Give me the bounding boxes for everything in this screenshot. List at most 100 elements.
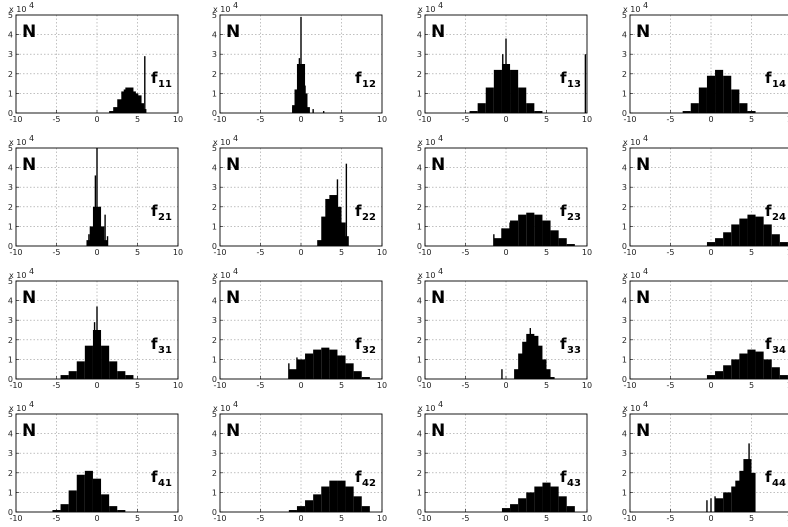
y-tick-label: 4 — [622, 430, 627, 439]
histogram-bar — [682, 111, 691, 113]
y-tick-label: 4 — [212, 297, 217, 306]
y-tick-label: 2 — [212, 70, 217, 79]
x-tick-label: -10 — [9, 248, 22, 257]
x-tick-label: -10 — [9, 381, 22, 390]
y-tick-label: 1 — [622, 488, 627, 497]
y-exponent: 4 — [438, 1, 443, 10]
histogram-bar — [117, 371, 126, 379]
histogram-bar — [526, 103, 535, 113]
histogram-bar — [723, 365, 732, 379]
x-tick-label: 0 — [298, 115, 303, 124]
histogram-bar — [138, 109, 147, 113]
x-tick-label: 10 — [787, 514, 788, 522]
histogram-bar — [771, 234, 780, 246]
function-subscript: 22 — [362, 212, 376, 223]
histogram-bar — [337, 355, 346, 379]
x-tick-label: 10 — [173, 381, 183, 390]
y-multiplier: x 10 — [9, 138, 26, 147]
histogram-bar — [546, 377, 555, 379]
histogram-bar — [739, 103, 748, 113]
histogram-bar — [715, 371, 724, 379]
x-tick-label: 10 — [173, 248, 183, 257]
y-symbol-n: N — [431, 155, 445, 175]
x-tick-label: 5 — [749, 381, 754, 390]
histogram-bar — [739, 353, 748, 379]
function-subscript: 24 — [772, 212, 786, 223]
x-tick-label: -10 — [213, 381, 226, 390]
histogram-bar — [542, 369, 551, 379]
y-tick-label: 3 — [8, 183, 13, 192]
y-tick-label: 5 — [212, 410, 217, 419]
y-tick-label: 3 — [417, 50, 422, 59]
histogram-bar — [779, 375, 788, 379]
x-tick-label: 10 — [582, 381, 592, 390]
histogram-bar — [305, 500, 314, 512]
y-tick-label: 2 — [8, 203, 13, 212]
y-tick-label: 2 — [8, 70, 13, 79]
y-exponent: 4 — [643, 134, 648, 143]
y-tick-label: 0 — [8, 109, 13, 118]
function-label: f — [151, 69, 158, 87]
histogram-bar — [558, 496, 567, 512]
function-label: f — [355, 468, 362, 486]
y-tick-label: 4 — [622, 164, 627, 173]
x-tick-label: -5 — [667, 115, 675, 124]
y-tick-label: 2 — [622, 336, 627, 345]
y-tick-label: 4 — [8, 430, 13, 439]
x-tick-label: 0 — [503, 248, 508, 257]
histogram-bar — [337, 222, 346, 246]
x-tick-label: -10 — [213, 115, 226, 124]
y-tick-label: 1 — [417, 355, 422, 364]
x-tick-label: 10 — [582, 115, 592, 124]
y-tick-label: 4 — [8, 297, 13, 306]
histogram-bar — [755, 351, 764, 379]
function-subscript: 42 — [362, 478, 376, 489]
y-tick-label: 3 — [212, 183, 217, 192]
histogram-bar — [135, 103, 144, 113]
y-tick-label: 1 — [8, 488, 13, 497]
histogram-bar — [301, 107, 310, 113]
x-tick-label: -10 — [213, 514, 226, 522]
y-tick-label: 3 — [417, 449, 422, 458]
histogram-bar — [469, 111, 478, 113]
y-tick-label: 2 — [417, 70, 422, 79]
function-subscript: 14 — [772, 79, 786, 90]
x-tick-label: 0 — [298, 381, 303, 390]
x-tick-label: -5 — [257, 115, 265, 124]
x-tick-label: 5 — [339, 514, 344, 522]
y-tick-label: 0 — [622, 109, 627, 118]
function-label: f — [151, 202, 158, 220]
y-exponent: 4 — [233, 1, 238, 10]
histogram-bar — [558, 238, 567, 246]
y-multiplier: x 10 — [623, 138, 640, 147]
histogram-bar — [325, 198, 334, 246]
y-tick-label: 4 — [417, 164, 422, 173]
y-tick-label: 0 — [212, 109, 217, 118]
histogram-bar — [329, 349, 338, 379]
x-tick-label: 5 — [544, 514, 549, 522]
histogram-bar — [60, 504, 69, 512]
y-tick-label: 5 — [8, 277, 13, 286]
x-tick-label: -5 — [667, 514, 675, 522]
histogram-bar — [731, 224, 740, 246]
function-subscript: 31 — [158, 345, 172, 356]
histogram-bar — [566, 244, 575, 246]
y-exponent: 4 — [438, 267, 443, 276]
histogram-bar — [534, 486, 543, 512]
histogram-bar — [288, 369, 297, 379]
y-tick-label: 0 — [622, 375, 627, 384]
function-label: f — [765, 69, 772, 87]
x-tick-label: -10 — [418, 514, 431, 522]
x-tick-label: 10 — [377, 514, 387, 522]
x-tick-label: 5 — [544, 248, 549, 257]
x-tick-label: -5 — [462, 115, 470, 124]
y-multiplier: x 10 — [623, 271, 640, 280]
histogram-bar — [101, 345, 110, 379]
y-symbol-n: N — [431, 22, 445, 42]
x-tick-label: 10 — [377, 248, 387, 257]
y-symbol-n: N — [226, 288, 240, 308]
